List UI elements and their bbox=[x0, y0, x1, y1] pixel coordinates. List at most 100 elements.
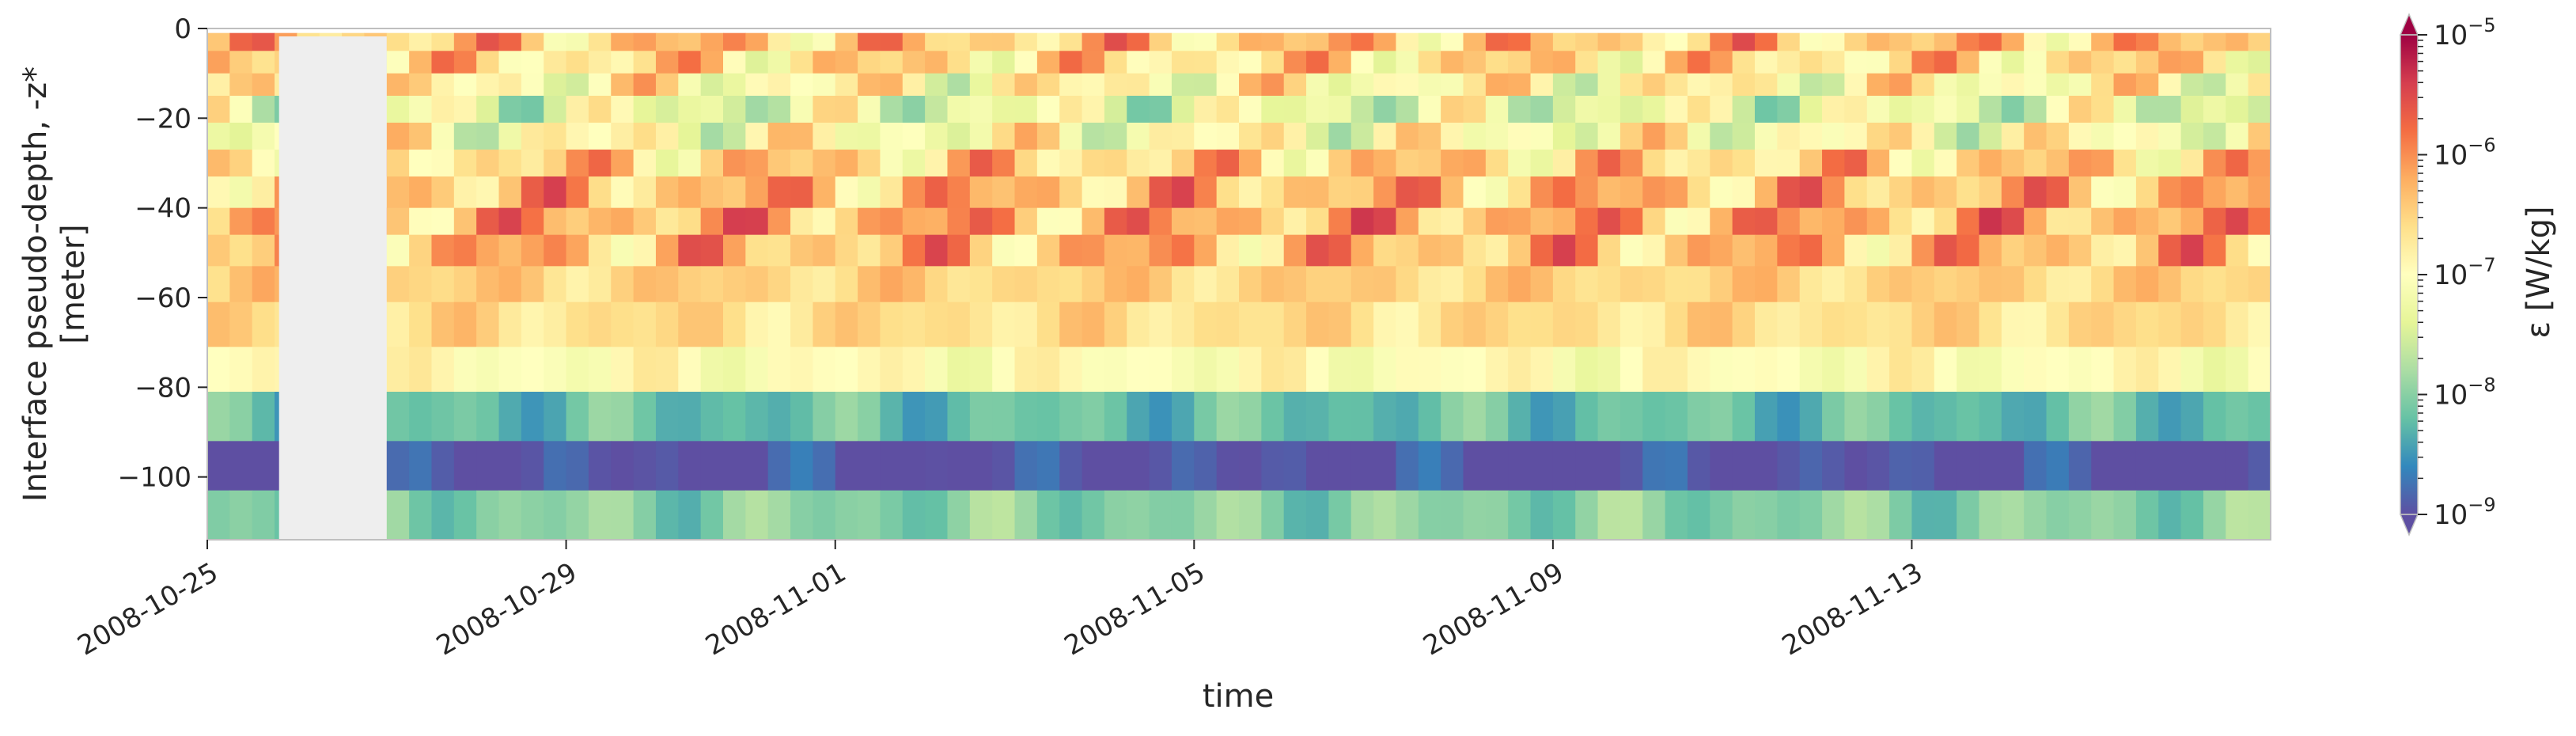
heatmap-cell bbox=[947, 207, 971, 236]
heatmap-cell bbox=[1104, 73, 1127, 97]
heatmap-cell bbox=[1351, 266, 1374, 303]
heatmap-cell bbox=[1306, 150, 1329, 177]
heatmap-cell bbox=[1261, 96, 1285, 123]
heatmap-cell bbox=[1171, 347, 1195, 393]
heatmap-cell bbox=[1530, 176, 1554, 209]
y-axis: 0 −20 −40 −60 −80 −100 bbox=[118, 13, 207, 494]
heatmap-cell bbox=[1822, 347, 1845, 393]
heatmap-cell bbox=[969, 176, 993, 209]
heatmap-cell bbox=[1104, 96, 1127, 123]
heatmap-cell bbox=[1328, 441, 1352, 491]
heatmap-cell bbox=[2068, 32, 2092, 51]
heatmap-cell bbox=[1642, 347, 1666, 393]
heatmap-cell bbox=[1642, 96, 1666, 123]
heatmap-cell bbox=[1059, 73, 1083, 97]
heatmap-cell bbox=[1351, 234, 1374, 267]
heatmap-cell bbox=[1665, 490, 1688, 540]
heatmap-cell bbox=[947, 73, 971, 97]
heatmap-cell bbox=[409, 32, 433, 51]
heatmap-cell bbox=[1799, 207, 1823, 236]
heatmap-cell bbox=[2024, 150, 2048, 177]
heatmap-cell bbox=[2135, 32, 2159, 51]
heatmap-cell bbox=[588, 266, 612, 303]
heatmap-cell bbox=[1755, 302, 1778, 347]
x-tick-label: 2008-10-25 bbox=[72, 556, 223, 662]
heatmap-cell bbox=[1508, 150, 1532, 177]
heatmap-cell bbox=[544, 176, 567, 209]
colorbar-extend-min bbox=[2399, 514, 2419, 537]
heatmap-cell bbox=[858, 392, 881, 442]
heatmap-cell bbox=[409, 441, 433, 491]
heatmap-cell bbox=[1575, 347, 1599, 393]
heatmap-cell bbox=[925, 266, 949, 303]
heatmap-cell bbox=[2135, 176, 2159, 209]
heatmap-cell bbox=[2068, 96, 2092, 123]
heatmap-cell bbox=[1665, 150, 1688, 177]
heatmap-cell bbox=[1889, 96, 1913, 123]
heatmap-cell bbox=[2180, 441, 2204, 491]
heatmap-cell bbox=[1822, 266, 1845, 303]
heatmap-cell bbox=[2248, 96, 2271, 123]
heatmap-cell bbox=[1755, 176, 1778, 209]
heatmap-cell bbox=[790, 176, 813, 209]
heatmap-cell bbox=[1934, 234, 1957, 267]
heatmap-cell bbox=[498, 51, 522, 74]
heatmap-cell bbox=[1687, 51, 1710, 74]
heatmap-cell bbox=[1619, 32, 1643, 51]
heatmap-cell bbox=[880, 123, 903, 150]
heatmap-cell bbox=[1755, 234, 1778, 267]
heatmap-cell bbox=[902, 392, 926, 442]
heatmap-cell bbox=[1171, 234, 1195, 267]
heatmap-cell bbox=[1911, 234, 1935, 267]
heatmap-cell bbox=[1508, 392, 1532, 442]
heatmap-cell bbox=[1441, 51, 1464, 74]
heatmap-cell bbox=[2091, 176, 2115, 209]
heatmap-cell bbox=[521, 32, 544, 51]
heatmap-cell bbox=[566, 302, 589, 347]
heatmap-cell bbox=[1552, 392, 1576, 442]
y-tick-label: −60 bbox=[134, 283, 191, 314]
heatmap-cell bbox=[767, 266, 791, 303]
heatmap-cell bbox=[252, 176, 275, 209]
heatmap-cell bbox=[566, 441, 589, 491]
heatmap-cell bbox=[566, 234, 589, 267]
heatmap-cell bbox=[1777, 123, 1801, 150]
heatmap-cell bbox=[1732, 392, 1756, 442]
heatmap-cell bbox=[835, 176, 858, 209]
heatmap-cell bbox=[207, 302, 230, 347]
heatmap-cell bbox=[723, 441, 746, 491]
heatmap-cell bbox=[1777, 51, 1801, 74]
heatmap-cell bbox=[947, 32, 971, 51]
heatmap-cell bbox=[1957, 96, 1980, 123]
heatmap-cell bbox=[431, 96, 455, 123]
heatmap-cell bbox=[1687, 347, 1710, 393]
heatmap-cell bbox=[1485, 266, 1509, 303]
heatmap-cell bbox=[925, 302, 949, 347]
heatmap-cell bbox=[1957, 207, 1980, 236]
heatmap-cell bbox=[700, 150, 724, 177]
colorbar-extend-max bbox=[2399, 13, 2419, 36]
heatmap-cell bbox=[633, 441, 657, 491]
heatmap-cell bbox=[655, 441, 679, 491]
heatmap-cell bbox=[1508, 176, 1532, 209]
heatmap-cell bbox=[1149, 32, 1172, 51]
heatmap-cell bbox=[1934, 441, 1957, 491]
heatmap-cell bbox=[207, 207, 230, 236]
heatmap-cell bbox=[498, 490, 522, 540]
heatmap-cell bbox=[813, 490, 836, 540]
heatmap-cell bbox=[1687, 150, 1710, 177]
heatmap-cell bbox=[431, 73, 455, 97]
heatmap-cell bbox=[969, 150, 993, 177]
heatmap-cell bbox=[1552, 266, 1576, 303]
heatmap-cell bbox=[2180, 234, 2204, 267]
heatmap-cell bbox=[1687, 96, 1710, 123]
heatmap-cell bbox=[2226, 176, 2249, 209]
heatmap-cell bbox=[678, 32, 702, 51]
heatmap-cell bbox=[1665, 51, 1688, 74]
heatmap-cell bbox=[790, 32, 813, 51]
heatmap-cell bbox=[902, 123, 926, 150]
heatmap-cell bbox=[544, 32, 567, 51]
heatmap-cell bbox=[678, 123, 702, 150]
heatmap-cell bbox=[1934, 490, 1957, 540]
heatmap-cell bbox=[835, 73, 858, 97]
